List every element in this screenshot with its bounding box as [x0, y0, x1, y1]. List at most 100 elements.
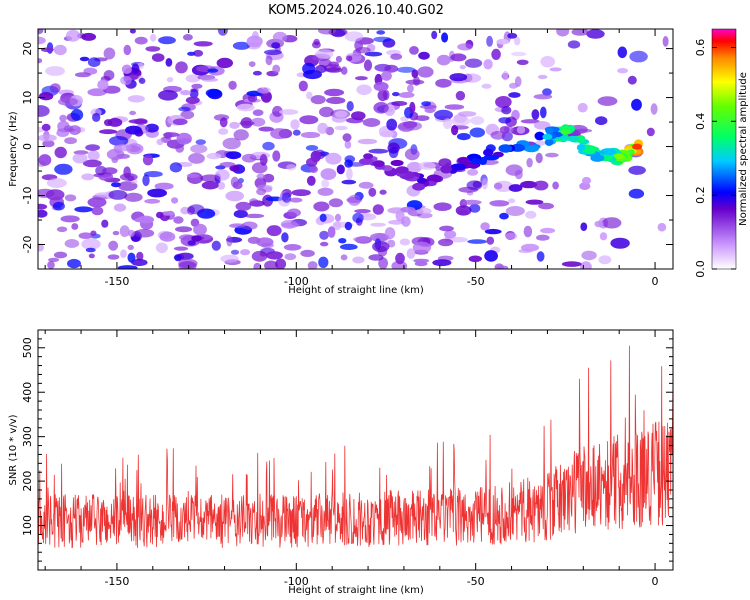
- heatmap-cell: [379, 189, 387, 195]
- heatmap-cell: [107, 117, 123, 127]
- heatmap-cell: [406, 161, 422, 173]
- heatmap-cell: [97, 79, 109, 90]
- spectrogram-y-ticks: -20 -10 0 10 20: [21, 42, 673, 270]
- heatmap-cell: [99, 129, 118, 135]
- heatmap-cell: [436, 54, 451, 66]
- y-tick-label: 10: [21, 91, 34, 105]
- heatmap-cell: [56, 226, 68, 233]
- heatmap-cell: [469, 127, 485, 138]
- heatmap-cell: [438, 238, 454, 247]
- heatmap-cell: [271, 42, 281, 49]
- x-tick-label: 0: [652, 275, 659, 288]
- heatmap-cell: [395, 166, 409, 174]
- heatmap-cell: [264, 260, 278, 269]
- heatmap-cell: [193, 223, 207, 236]
- heatmap-cell: [508, 92, 521, 98]
- heatmap-cell: [352, 212, 364, 223]
- heatmap-cell: [187, 240, 196, 246]
- heatmap-cell: [398, 92, 415, 98]
- heatmap-cell: [190, 144, 208, 154]
- heatmap-cell: [523, 145, 539, 153]
- colorbar-gradient: [711, 28, 737, 270]
- heatmap-cell: [176, 132, 192, 145]
- heatmap-cell: [400, 206, 416, 213]
- heatmap-cell: [182, 34, 193, 41]
- heatmap-cell: [289, 197, 303, 203]
- heatmap-cell: [352, 256, 365, 264]
- heatmap-cell: [320, 241, 329, 247]
- heatmap-cell: [610, 237, 630, 249]
- x-tick-label: -150: [104, 575, 129, 588]
- heatmap-cell: [544, 138, 554, 146]
- heatmap-cell: [417, 66, 434, 78]
- heatmap-cell: [219, 161, 236, 168]
- heatmap-cell: [175, 226, 193, 233]
- heatmap-cell: [368, 187, 377, 197]
- heatmap-cell: [545, 127, 554, 135]
- heatmap-cell: [540, 227, 556, 234]
- heatmap-cell: [225, 151, 242, 160]
- chart-title: KOM5.2024.026.10.40.G02: [268, 3, 444, 18]
- heatmap-cell: [64, 194, 77, 202]
- heatmap-cell: [82, 159, 102, 168]
- heatmap-cell: [439, 225, 454, 232]
- heatmap-cell: [340, 66, 348, 75]
- heatmap-cell: [38, 209, 48, 218]
- heatmap-cell: [42, 140, 55, 148]
- heatmap-cell: [376, 30, 386, 35]
- heatmap-cell: [172, 118, 188, 126]
- heatmap-cell: [450, 53, 467, 62]
- heatmap-cell: [265, 55, 273, 66]
- heatmap-cell: [298, 80, 308, 92]
- snr-y-ticks: 100 200 300 400 500: [21, 329, 673, 571]
- heatmap-cell: [363, 59, 373, 72]
- heatmap-cell: [362, 118, 381, 127]
- heatmap-cell: [90, 230, 97, 236]
- heatmap-cell: [117, 265, 138, 269]
- colorbar-tick-label: 0.2: [694, 186, 707, 204]
- heatmap-cell: [232, 181, 243, 190]
- heatmap-cell: [386, 118, 398, 131]
- heatmap-cell: [388, 147, 399, 159]
- heatmap-cell: [306, 91, 313, 100]
- heatmap-cell: [134, 228, 155, 238]
- heatmap-cell: [188, 153, 205, 164]
- heatmap-cell: [533, 180, 549, 191]
- heatmap-cell: [320, 168, 337, 181]
- heatmap-peak: [585, 148, 596, 155]
- heatmap-cell: [458, 111, 477, 117]
- heatmap-cell: [145, 123, 159, 133]
- heatmap-cell: [302, 62, 316, 75]
- heatmap-cell: [496, 38, 510, 45]
- heatmap-cell: [195, 139, 206, 145]
- heatmap-cell: [327, 226, 336, 238]
- heatmap-cell: [272, 31, 288, 43]
- heatmap-cell: [81, 173, 95, 181]
- heatmap-cell: [232, 41, 250, 50]
- heatmap-cell: [351, 111, 366, 121]
- heatmap-cell: [151, 53, 165, 62]
- heatmap-cell: [144, 171, 163, 178]
- colorbar-tick-label: 0.6: [694, 39, 707, 57]
- heatmap-cell: [222, 137, 241, 150]
- heatmap-cell: [81, 238, 101, 250]
- heatmap-cell: [262, 141, 275, 151]
- heatmap-cell: [324, 88, 345, 97]
- heatmap-cell: [461, 199, 482, 205]
- heatmap-cell: [516, 126, 526, 134]
- heatmap-cell: [481, 83, 492, 89]
- heatmap-cell: [262, 173, 275, 183]
- heatmap-cell: [650, 103, 658, 115]
- heatmap-cell: [63, 125, 74, 132]
- heatmap-cell: [207, 68, 219, 73]
- heatmap-cell: [300, 131, 321, 139]
- heatmap-cell: [120, 249, 127, 258]
- heatmap-cell: [65, 29, 81, 42]
- heatmap-cell: [533, 121, 551, 130]
- heatmap-cell: [49, 83, 61, 93]
- heatmap-cell: [577, 102, 588, 113]
- heatmap-cell: [540, 56, 555, 68]
- heatmap-cell: [54, 146, 67, 159]
